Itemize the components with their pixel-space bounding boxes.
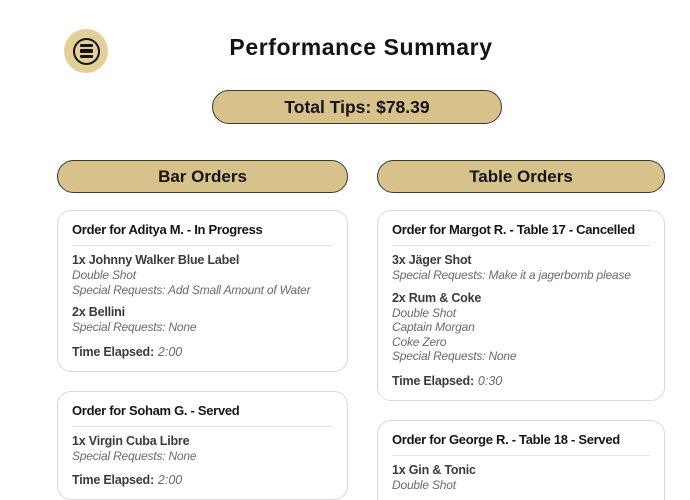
order-card-soham[interactable]: Order for Soham G. - Served 1x Virgin Cu… bbox=[57, 390, 348, 500]
item-detail: Special Requests: None bbox=[392, 349, 517, 363]
item-detail: Special Requests: Make it a jagerbomb pl… bbox=[392, 268, 631, 282]
time-elapsed-row: Time Elapsed: 0:30 bbox=[392, 374, 650, 389]
order-item: 1x Johnny Walker Blue Label Double Shot … bbox=[72, 253, 333, 297]
table-orders-column: Table Orders Order for Margot R. - Table… bbox=[377, 160, 665, 500]
order-title: Order for Aditya M. - In Progress bbox=[72, 222, 263, 237]
menu-button[interactable] bbox=[64, 29, 108, 73]
order-item: 1x Virgin Cuba Libre Special Requests: N… bbox=[72, 434, 333, 464]
total-tips-badge: Total Tips: $78.39 bbox=[212, 90, 502, 124]
hamburger-bar bbox=[79, 54, 93, 58]
order-item: 2x Rum & Coke Double Shot Captain Morgan… bbox=[392, 291, 650, 364]
order-card-margot[interactable]: Order for Margot R. - Table 17 - Cancell… bbox=[377, 210, 665, 401]
time-elapsed-label: Time Elapsed: bbox=[72, 473, 154, 487]
order-item: 2x Bellini Special Requests: None bbox=[72, 305, 333, 335]
divider bbox=[72, 425, 333, 427]
item-name: 2x Bellini bbox=[72, 305, 125, 319]
time-elapsed-value: 2:00 bbox=[157, 344, 183, 359]
item-detail: Special Requests: None bbox=[72, 448, 197, 463]
item-name: 2x Rum & Coke bbox=[392, 290, 482, 305]
time-elapsed-label: Time Elapsed: bbox=[392, 373, 474, 388]
table-orders-header: Table Orders bbox=[377, 160, 665, 193]
time-elapsed-row: Time Elapsed: 2:00 bbox=[72, 473, 333, 488]
hamburger-menu-icon bbox=[72, 37, 100, 65]
divider bbox=[72, 245, 333, 246]
item-detail: Double Shot bbox=[392, 477, 456, 492]
item-detail: Special Requests: None bbox=[72, 320, 197, 334]
time-elapsed-value: 2:00 bbox=[157, 473, 183, 487]
item-detail: Captain Morgan bbox=[392, 320, 475, 334]
order-title: Order for George R. - Table 18 - Served bbox=[392, 431, 620, 447]
item-name: 1x Virgin Cuba Libre bbox=[72, 433, 190, 448]
item-detail: Double Shot bbox=[392, 305, 456, 320]
order-card-george[interactable]: Order for George R. - Table 18 - Served … bbox=[377, 419, 665, 500]
bar-orders-header: Bar Orders bbox=[57, 160, 348, 193]
divider bbox=[392, 245, 650, 246]
time-elapsed-value: 0:30 bbox=[477, 373, 503, 388]
item-name: 1x Gin & Tonic bbox=[392, 462, 476, 477]
hamburger-bar bbox=[79, 49, 93, 53]
divider bbox=[392, 454, 650, 456]
item-name: 3x Jäger Shot bbox=[392, 253, 472, 267]
order-card-aditya[interactable]: Order for Aditya M. - In Progress 1x Joh… bbox=[57, 210, 348, 372]
item-detail: Double Shot bbox=[72, 268, 136, 282]
item-detail: Special Requests: Add Small Amount of Wa… bbox=[72, 282, 311, 297]
item-name: 1x Johnny Walker Blue Label bbox=[72, 253, 240, 267]
order-item: 1x Gin & Tonic Double Shot bbox=[392, 463, 650, 493]
time-elapsed-label: Time Elapsed: bbox=[72, 344, 154, 359]
order-item: 3x Jäger Shot Special Requests: Make it … bbox=[392, 253, 650, 283]
order-title: Order for Soham G. - Served bbox=[72, 402, 240, 418]
item-detail: Coke Zero bbox=[392, 334, 447, 349]
page-title: Performance Summary bbox=[229, 34, 493, 60]
time-elapsed-row: Time Elapsed: 2:00 bbox=[72, 345, 333, 360]
bar-orders-column: Bar Orders Order for Aditya M. - In Prog… bbox=[57, 160, 348, 500]
order-title: Order for Margot R. - Table 17 - Cancell… bbox=[392, 222, 635, 237]
hamburger-bar bbox=[79, 44, 93, 48]
